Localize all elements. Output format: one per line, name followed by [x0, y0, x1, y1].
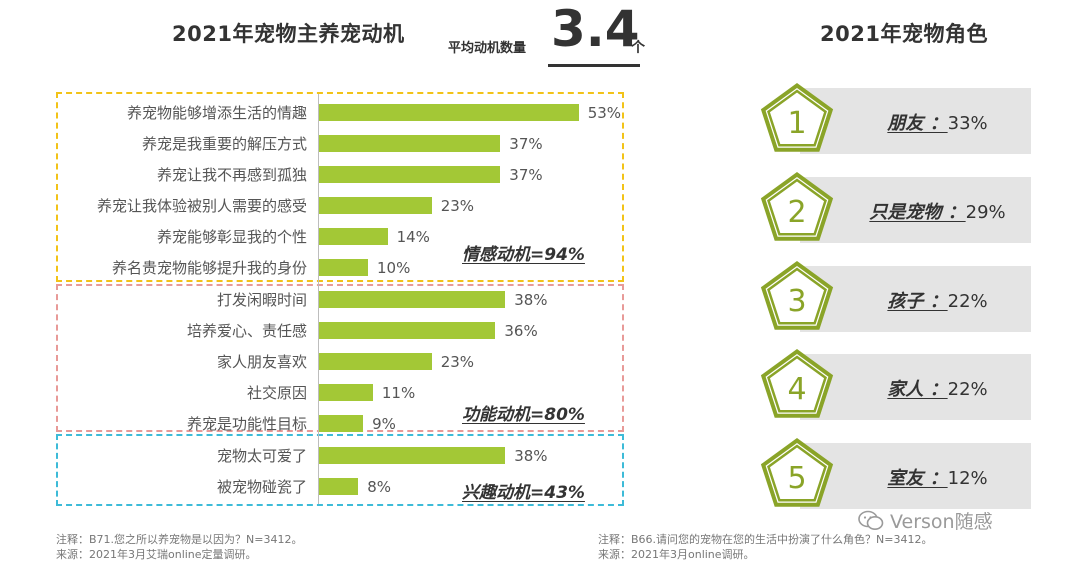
role-name: 只是宠物 ： — [869, 202, 966, 223]
emotion-summary: 情感动机=94% — [462, 245, 585, 265]
role-percent: 22% — [947, 291, 988, 312]
bar-value-label: 10% — [377, 259, 411, 277]
bar-label: 社交原因 — [246, 384, 307, 402]
avg-underline — [548, 64, 640, 67]
left-chart-title: 2021年宠物主养宠动机 — [172, 22, 405, 46]
bar-value-label: 38% — [514, 291, 548, 309]
role-band — [800, 266, 1031, 332]
role-name: 家人 ： — [887, 379, 948, 400]
bar-label: 宠物太可爱了 — [216, 447, 307, 465]
left-source: 来源：2021年3月艾瑞online定量调研。 — [56, 548, 257, 561]
bar — [319, 384, 373, 401]
bar — [319, 291, 506, 308]
pentagon-number: 4 — [787, 372, 806, 407]
bar-label: 养宠是我重要的解压方式 — [141, 135, 307, 153]
avg-motive-label: 平均动机数量 — [448, 41, 527, 56]
watermark-text: Verson随感 — [890, 511, 993, 533]
interest-group-box — [56, 434, 624, 506]
bar — [319, 259, 368, 276]
bar-label: 家人朋友喜欢 — [216, 353, 307, 371]
role-band — [800, 88, 1031, 154]
role-band — [800, 177, 1031, 243]
pentagon-badge: 2 — [760, 172, 834, 241]
role-label: 朋友 ：33% — [850, 109, 1025, 135]
role-percent: 22% — [947, 379, 988, 400]
right-source: 来源：2021年3月online调研。 — [598, 548, 755, 561]
bar-value-label: 37% — [509, 135, 543, 153]
right-chart-title: 2021年宠物角色 — [820, 22, 988, 46]
bar-value-label: 23% — [440, 197, 475, 215]
bar-value-label: 38% — [514, 447, 548, 465]
watermark: Verson随感 — [858, 507, 993, 534]
bar-value-label: 14% — [396, 228, 430, 246]
role-percent: 33% — [947, 113, 988, 134]
bar — [319, 415, 364, 432]
bar — [319, 166, 501, 183]
role-label: 只是宠物 ：29% — [850, 198, 1025, 224]
bar-label: 打发闲暇时间 — [216, 291, 307, 309]
interest-summary: 兴趣动机=43% — [462, 483, 585, 503]
bar — [319, 322, 496, 339]
role-label: 孩子 ：22% — [850, 287, 1025, 313]
bar — [319, 353, 432, 370]
bar — [319, 104, 579, 121]
bar-label: 养名贵宠物能够提升我的身份 — [111, 259, 307, 277]
bar-label: 养宠能够彰显我的个性 — [156, 228, 307, 246]
role-percent: 29% — [965, 202, 1006, 223]
role-name: 朋友 ： — [887, 113, 948, 134]
role-name: 孩子 ： — [887, 291, 948, 312]
role-band — [800, 443, 1031, 509]
pentagon-badge: 1 — [760, 83, 834, 152]
role-label: 家人 ：22% — [850, 375, 1025, 401]
wechat-icon — [858, 510, 884, 530]
pentagon-number: 1 — [787, 106, 806, 141]
bar-label: 养宠物能够增添生活的情趣 — [126, 104, 307, 122]
bar-axis-line — [318, 94, 319, 504]
bar-value-label: 23% — [440, 353, 475, 371]
bar-value-label: 36% — [504, 322, 538, 340]
bar-label: 养宠让我体验被别人需要的感受 — [96, 197, 307, 215]
pentagon-badge: 5 — [760, 438, 834, 507]
right-footnote: 注释：B66.请问您的宠物在您的生活中扮演了什么角色？N=3412。 — [598, 533, 933, 546]
function-summary: 功能动机=80% — [462, 405, 585, 425]
emotion-group-box — [56, 92, 624, 282]
role-band — [800, 354, 1031, 420]
bar-label: 培养爱心、责任感 — [186, 322, 307, 340]
bar-value-label: 8% — [367, 478, 391, 496]
avg-motive-value: 3.4 — [551, 0, 640, 58]
bar-value-label: 53% — [587, 104, 622, 122]
role-percent: 12% — [947, 468, 988, 489]
pentagon-badge: 4 — [760, 349, 834, 418]
bar — [319, 197, 432, 214]
bar — [319, 135, 501, 152]
pentagon-number: 5 — [787, 461, 806, 496]
role-name: 室友 ： — [887, 468, 948, 489]
avg-motive-unit: 个 — [631, 40, 645, 56]
left-footnote: 注释：B71.您之所以养宠物是以因为？N=3412。 — [56, 533, 303, 546]
bar-value-label: 11% — [381, 384, 416, 402]
bar — [319, 447, 506, 464]
bar-label: 养宠是功能性目标 — [186, 415, 307, 433]
bar — [319, 228, 388, 245]
bar-value-label: 9% — [372, 415, 396, 433]
bar-label: 被宠物碰瓷了 — [216, 478, 307, 496]
pentagon-badge: 3 — [760, 261, 834, 330]
role-label: 室友 ：12% — [850, 464, 1025, 490]
bar-label: 养宠让我不再感到孤独 — [156, 166, 307, 184]
pentagon-number: 3 — [787, 284, 806, 319]
pentagon-number: 2 — [787, 195, 806, 230]
bar-value-label: 37% — [509, 166, 543, 184]
bar — [319, 478, 359, 495]
